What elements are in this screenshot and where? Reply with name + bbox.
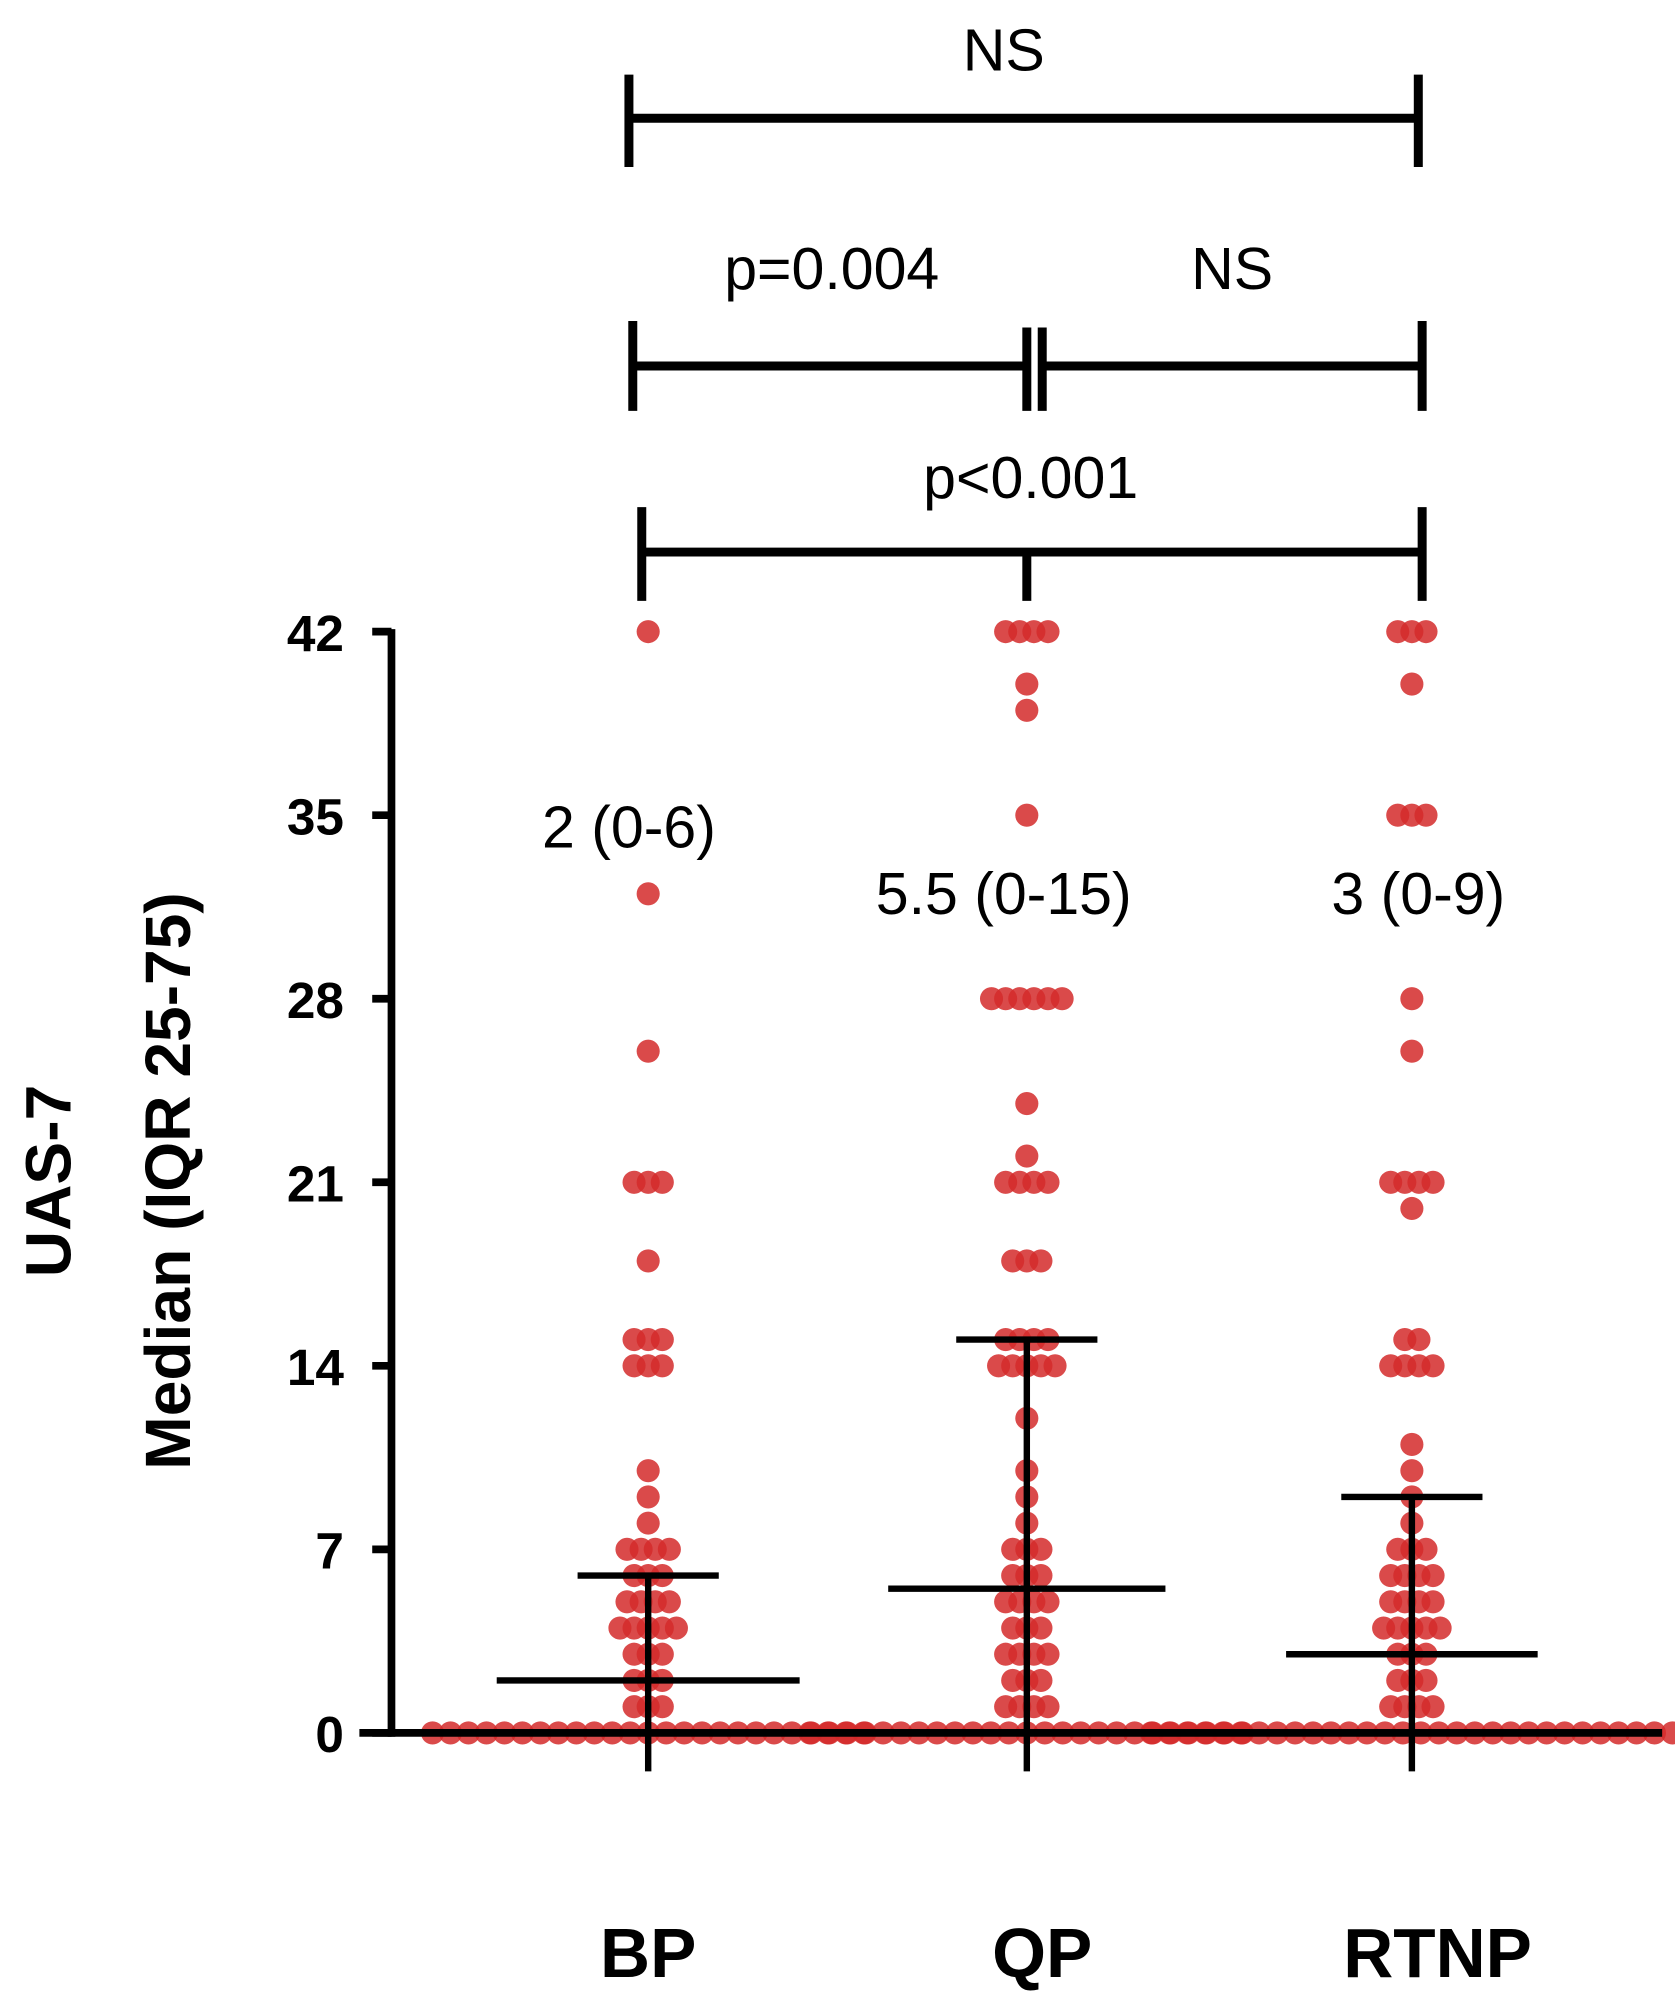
data-point-qp	[1015, 803, 1039, 827]
data-point-rtnp	[1421, 1170, 1445, 1194]
data-point-bp	[636, 620, 660, 644]
data-point-qp	[1029, 1616, 1053, 1640]
data-point-bp	[636, 1039, 660, 1063]
bracket-bp-qp	[628, 321, 1032, 411]
data-point-qp	[1015, 672, 1039, 696]
data-point-rtnp	[1400, 1459, 1424, 1483]
data-point-bp	[650, 1642, 674, 1666]
x-category-label-qp: QP	[992, 1914, 1092, 1992]
data-point-rtnp	[1421, 1695, 1445, 1719]
comparison-label-qp-rtnp: NS	[1191, 236, 1273, 302]
data-point-qp	[1043, 1354, 1067, 1378]
data-point-qp	[1050, 987, 1074, 1011]
data-point-qp	[1036, 620, 1060, 644]
data-point-bp	[664, 1616, 688, 1640]
data-point-qp	[1029, 1668, 1053, 1693]
data-point-rtnp	[1400, 1039, 1424, 1063]
comparison-label-bp-rtnp: NS	[963, 18, 1045, 84]
data-point-bp	[636, 1511, 660, 1535]
y-tick-label-42: 42	[287, 605, 344, 662]
y-axis-title-line1: UAS-7	[13, 1085, 85, 1278]
data-point-qp	[1015, 1092, 1039, 1116]
data-point-qp	[1029, 1564, 1053, 1588]
data-point-rtnp	[1414, 803, 1438, 827]
summary-label-qp: 5.5 (0-15)	[876, 861, 1132, 927]
bracket-bp-vs-others	[637, 507, 1427, 601]
data-point-rtnp	[1414, 1537, 1438, 1561]
data-point-bp	[650, 1170, 674, 1194]
summary-label-bp: 2 (0-6)	[542, 794, 716, 860]
data-point-rtnp	[1421, 1564, 1445, 1588]
data-point-rtnp	[1660, 1721, 1675, 1745]
y-tick-label-14: 14	[287, 1339, 345, 1396]
data-point-rtnp	[1400, 672, 1424, 696]
y-tick-label-28: 28	[287, 972, 344, 1029]
comparison-label-bp-vs-others: p<0.001	[923, 445, 1138, 511]
y-axis-title-line2: Median (IQR 25-75)	[132, 892, 204, 1470]
y-axis-ticks: 0 7 14 21 28 35 42	[287, 605, 392, 1763]
data-point-rtnp	[1400, 1196, 1424, 1221]
comparison-label-bp-qp: p=0.004	[724, 236, 939, 302]
y-tick-label-21: 21	[287, 1156, 344, 1213]
y-tick-label-7: 7	[315, 1523, 344, 1580]
data-point-qp	[1036, 1590, 1060, 1614]
data-point-rtnp	[1400, 1432, 1424, 1457]
data-point-rtnp	[1414, 620, 1438, 644]
data-points	[420, 620, 1675, 1745]
group-annotations: 2 (0-6) BP 5.5 (0-15) QP 3 (0-9) RTNP	[542, 794, 1532, 1992]
data-point-bp	[650, 1328, 674, 1352]
data-point-qp	[1015, 698, 1039, 722]
data-point-bp	[650, 1354, 674, 1378]
data-point-bp	[657, 1537, 681, 1561]
data-point-qp	[1015, 1144, 1039, 1168]
data-point-rtnp	[1428, 1616, 1452, 1640]
data-point-rtnp	[1421, 1590, 1445, 1614]
data-point-qp	[1029, 1249, 1053, 1273]
summary-label-rtnp: 3 (0-9)	[1331, 861, 1505, 927]
data-point-bp	[636, 1485, 660, 1509]
data-point-qp	[1036, 1695, 1060, 1719]
data-point-qp	[1036, 1642, 1060, 1666]
data-point-bp	[650, 1695, 674, 1719]
data-point-rtnp	[1407, 1328, 1431, 1352]
bracket-bp-rtnp	[624, 74, 1423, 167]
data-point-qp	[1036, 1170, 1060, 1194]
data-point-rtnp	[1400, 987, 1424, 1011]
data-point-bp	[636, 1249, 660, 1273]
data-point-bp	[636, 1459, 660, 1483]
y-tick-label-35: 35	[287, 788, 344, 845]
data-point-bp	[636, 882, 660, 906]
x-category-label-rtnp: RTNP	[1343, 1914, 1532, 1992]
data-point-rtnp	[1421, 1354, 1445, 1378]
bracket-qp-rtnp	[1037, 321, 1427, 411]
data-point-bp	[657, 1590, 681, 1614]
x-category-label-bp: BP	[600, 1914, 696, 1992]
significance-brackets	[624, 74, 1427, 601]
data-point-qp	[1029, 1537, 1053, 1561]
data-point-rtnp	[1414, 1668, 1438, 1693]
y-tick-label-0: 0	[315, 1706, 344, 1763]
